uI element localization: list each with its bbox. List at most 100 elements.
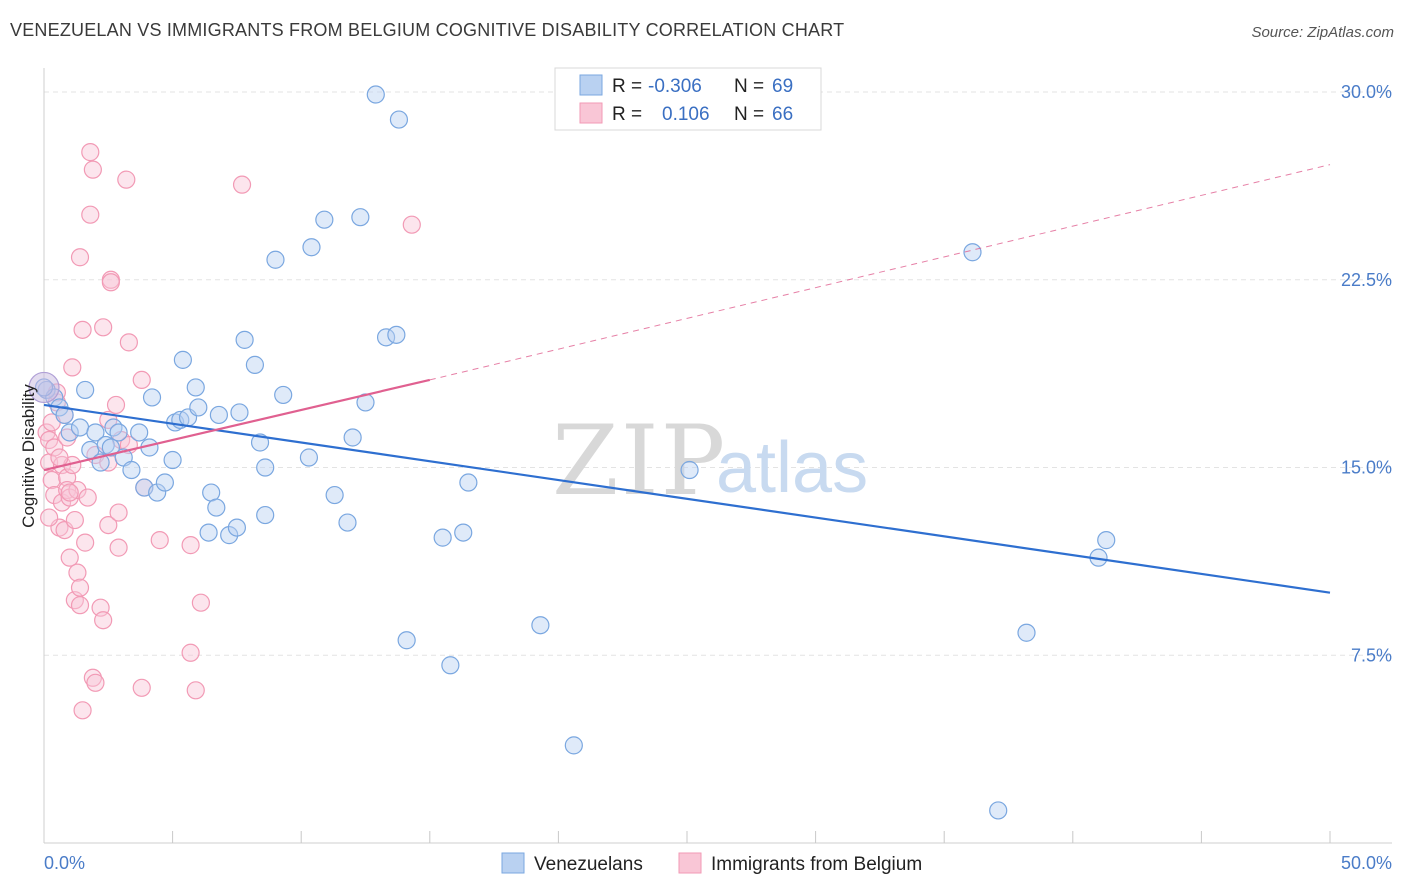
legend-n-label-1: N =	[734, 76, 764, 97]
belgium-trend-extension	[429, 164, 1331, 381]
belgium-point	[50, 448, 69, 467]
belgium-point	[76, 533, 95, 552]
venezuelan-point	[343, 428, 362, 447]
bottom-legend-swatch-blue	[501, 852, 525, 874]
venezuelan-point	[220, 526, 239, 545]
venezuelan-point	[256, 505, 275, 525]
belgium-point	[81, 205, 100, 224]
legend-label-belgium: Immigrants from Belgium	[711, 854, 922, 875]
belgium-point	[60, 488, 79, 507]
y-axis-label: Cognitive Disability	[19, 384, 38, 528]
venezuelan-point	[366, 85, 385, 104]
belgium-point	[83, 668, 102, 687]
venezuelan-point	[230, 403, 249, 422]
venezuelan-point	[235, 330, 254, 349]
belgium-point	[81, 143, 100, 162]
venezuelan-point	[122, 460, 141, 480]
source-credit: Source: ZipAtlas.com	[1251, 24, 1394, 41]
x-tick-label-max: 50.0%	[1341, 853, 1392, 873]
belgium-point	[94, 611, 113, 630]
belgium-point	[101, 273, 120, 292]
venezuelan-point	[207, 498, 226, 517]
belgium-point	[132, 678, 151, 697]
belgium-trend-line	[43, 378, 431, 472]
x-tick-label-min: 0.0%	[44, 853, 85, 873]
legend-n-value-2: 66	[772, 104, 793, 125]
venezuelan-point	[266, 250, 285, 269]
legend-r-value-2: 0.106	[662, 104, 710, 125]
venezuelan-point	[250, 433, 270, 452]
venezuelan-point	[96, 435, 115, 455]
venezuelan-point	[338, 513, 357, 532]
venezuelan-point	[325, 485, 344, 505]
venezuelan-point	[441, 656, 460, 675]
venezuelan-point	[109, 423, 128, 442]
venezuelan-point	[55, 405, 74, 425]
legend-r-value-1: -0.306	[648, 76, 702, 97]
y-tick-label: 30.0%	[1341, 82, 1392, 102]
venezuelan-point	[227, 518, 246, 537]
belgium-point	[60, 548, 79, 567]
belgium-point	[117, 170, 136, 189]
venezuelan-point	[302, 238, 321, 257]
belgium-point	[70, 596, 90, 615]
venezuelan-point	[209, 405, 228, 425]
belgium-point	[109, 503, 128, 522]
venezuelan-point	[199, 523, 218, 542]
belgium-point	[106, 395, 126, 415]
belgium-point	[402, 215, 421, 234]
venezuelan-point	[173, 350, 192, 369]
belgium-point	[132, 370, 151, 390]
belgium-point	[70, 248, 90, 267]
belgium-point	[63, 358, 82, 377]
belgium-point	[73, 320, 92, 339]
venezuelan-point	[104, 418, 123, 437]
venezuelan-point	[299, 448, 319, 467]
chart-title: VENEZUELAN VS IMMIGRANTS FROM BELGIUM CO…	[10, 20, 845, 40]
belgium-point	[119, 333, 138, 352]
belgium-point	[78, 488, 97, 507]
belgium-point	[181, 536, 200, 555]
belgium-point	[109, 538, 128, 557]
legend-n-label-2: N =	[734, 104, 764, 125]
watermark: ZIP atlas	[552, 405, 868, 517]
belgium-point	[83, 160, 102, 179]
legend-r-label-2: R =	[612, 104, 642, 125]
gridlines	[44, 91, 1392, 656]
belgium-point	[58, 428, 77, 447]
belgium-point	[45, 438, 64, 457]
venezuelan-point	[531, 616, 550, 635]
venezuelan-point	[155, 473, 174, 492]
venezuelans-points	[28, 85, 1116, 820]
belgium-point	[86, 673, 105, 692]
venezuelan-point	[274, 385, 293, 405]
venezuelan-point	[963, 243, 982, 262]
venezuelan-point	[101, 438, 120, 457]
watermark-atlas: atlas	[716, 428, 868, 508]
venezuelan-point	[256, 458, 275, 477]
venezuelan-point	[186, 378, 205, 397]
venezuelan-point	[564, 736, 583, 755]
y-tick-label: 15.0%	[1341, 458, 1392, 478]
belgium-point	[68, 563, 87, 582]
venezuelan-point	[148, 483, 167, 502]
belgium-point	[73, 701, 92, 720]
y-tick-label: 7.5%	[1351, 645, 1392, 665]
belgium-point	[65, 510, 84, 530]
belgium-point	[60, 483, 79, 502]
belgium-point	[94, 318, 113, 337]
venezuelan-point	[387, 325, 406, 344]
venezuelan-point	[1017, 623, 1036, 642]
legend-n-value-1: 69	[772, 76, 793, 97]
venezuelan-point	[315, 210, 334, 229]
cluster-point	[28, 371, 60, 404]
venezuelan-point	[351, 208, 370, 227]
belgium-point	[191, 593, 210, 612]
venezuelan-point	[142, 388, 162, 407]
belgium-point	[181, 643, 200, 662]
belgium-point	[42, 470, 61, 490]
venezuelan-point	[454, 523, 473, 542]
venezuelan-point	[189, 398, 208, 417]
belgium-point	[99, 515, 118, 535]
